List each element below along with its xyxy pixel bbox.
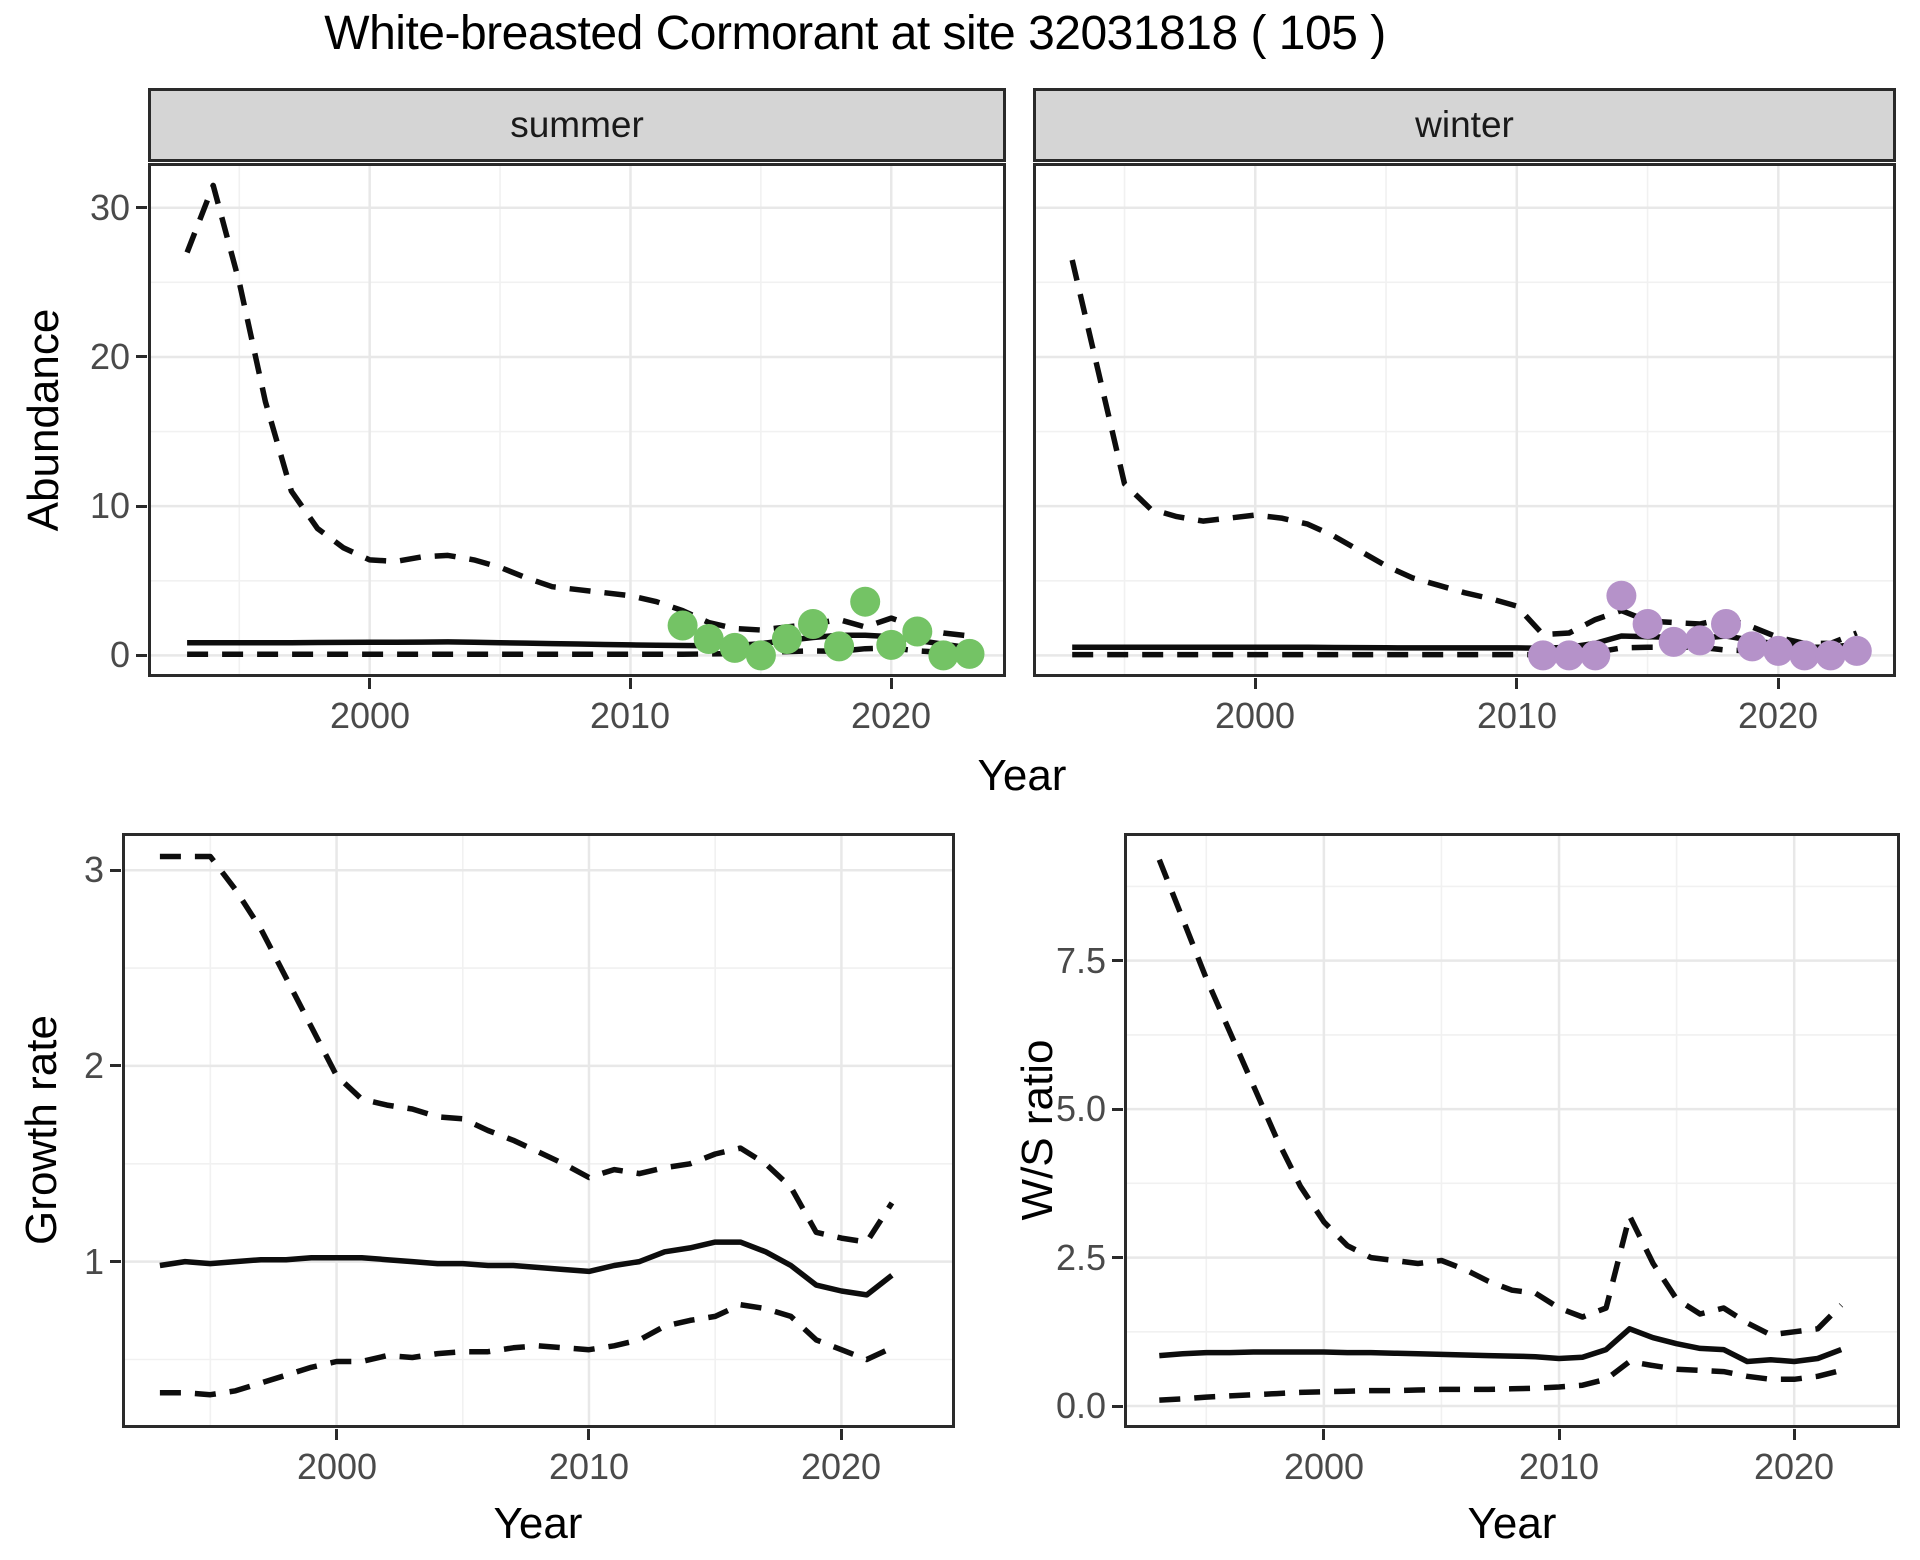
- y-tick-label-2.5-ws-ratio: 2.5: [1055, 1237, 1106, 1278]
- facet-strip-summer-label: summer: [510, 104, 644, 145]
- x-axis-title-year-growth: Year: [493, 1499, 583, 1548]
- y-tick-mark-30-abundance-summer: [136, 206, 147, 209]
- panel-growth-rate: [122, 833, 955, 1428]
- y-axis-title-growth-rate: Growth rate: [17, 1015, 66, 1245]
- panel-abundance-summer: [148, 163, 1006, 677]
- x-tick-mark-2010-abundance-summer: [629, 678, 632, 689]
- data-point-observed-summer: [850, 586, 881, 617]
- data-point-observed-summer: [798, 609, 828, 639]
- series-lower-95ci-abundance-summer: [187, 645, 970, 658]
- y-tick-label-0-abundance-summer: 0: [109, 634, 130, 675]
- y-tick-mark-1-growth-rate: [110, 1260, 121, 1263]
- data-point-observed-winter: [1815, 640, 1846, 671]
- data-point-observed-winter: [1684, 625, 1715, 656]
- x-tick-mark-2010-ws-ratio: [1558, 1429, 1561, 1440]
- x-tick-label-2020-abundance-summer: 2020: [850, 695, 932, 736]
- data-point-observed-winter: [1711, 609, 1741, 639]
- data-point-observed-summer: [902, 616, 933, 647]
- data-point-observed-summer: [876, 629, 907, 660]
- x-tick-label-2020-ws-ratio: 2020: [1753, 1446, 1835, 1487]
- y-tick-mark-3-growth-rate: [110, 869, 121, 872]
- data-point-observed-winter: [1841, 635, 1872, 666]
- x-tick-label-2000-abundance-winter: 2000: [1214, 695, 1296, 736]
- y-tick-mark-7.5-ws-ratio: [1112, 959, 1123, 962]
- y-tick-label-2-growth-rate: 2: [83, 1045, 104, 1086]
- x-tick-mark-2010-growth-rate: [587, 1429, 590, 1440]
- data-point-observed-summer: [824, 631, 855, 662]
- x-tick-label-2020-abundance-winter: 2020: [1737, 695, 1819, 736]
- y-tick-mark-10-abundance-summer: [136, 505, 147, 508]
- data-point-observed-summer: [954, 638, 985, 669]
- series-lower-95ci-abundance-winter: [1072, 644, 1858, 658]
- x-tick-label-2020-growth-rate: 2020: [800, 1446, 882, 1487]
- y-tick-mark-20-abundance-summer: [136, 355, 147, 358]
- y-tick-label-3-growth-rate: 3: [83, 849, 104, 890]
- x-tick-label-2010-growth-rate: 2010: [548, 1446, 630, 1487]
- series-lower-95ci-growth-rate: [159, 1301, 894, 1398]
- x-axis-title-year-ws: Year: [1467, 1499, 1557, 1548]
- x-tick-mark-2000-abundance-summer: [368, 678, 371, 689]
- data-point-observed-winter: [1789, 640, 1820, 671]
- data-point-observed-winter: [1737, 631, 1768, 662]
- y-tick-mark-2.5-ws-ratio: [1112, 1256, 1123, 1259]
- x-tick-label-2000-abundance-summer: 2000: [329, 695, 411, 736]
- panel-abundance-winter: [1033, 163, 1896, 677]
- data-point-observed-summer: [771, 624, 802, 654]
- data-point-observed-summer: [928, 640, 959, 671]
- facet-strip-winter: winter: [1033, 88, 1896, 162]
- x-tick-mark-2000-ws-ratio: [1322, 1429, 1325, 1440]
- series-lower-95ci-ws-ratio: [1159, 1358, 1842, 1403]
- series-upper-95ci-abundance-summer: [184, 182, 970, 639]
- panel-ws-ratio: [1124, 833, 1900, 1428]
- data-point-observed-winter: [1528, 640, 1558, 671]
- data-point-observed-summer: [719, 632, 750, 663]
- data-point-observed-summer: [693, 624, 724, 654]
- facet-strip-summer: summer: [148, 88, 1006, 162]
- y-tick-label-30-abundance-summer: 30: [89, 187, 130, 228]
- data-point-observed-winter: [1763, 635, 1794, 666]
- data-point-observed-winter: [1658, 626, 1689, 657]
- series-median-ws-ratio: [1159, 1326, 1843, 1365]
- y-tick-label-7.5-ws-ratio: 7.5: [1055, 940, 1106, 981]
- x-tick-label-2010-abundance-summer: 2010: [589, 695, 671, 736]
- data-point-observed-winter: [1632, 609, 1663, 639]
- x-tick-label-2000-ws-ratio: 2000: [1283, 1446, 1365, 1487]
- x-axis-title-year-top: Year: [977, 751, 1067, 800]
- x-tick-mark-2020-abundance-winter: [1777, 678, 1780, 689]
- y-tick-label-10-abundance-summer: 10: [89, 485, 130, 526]
- x-tick-mark-2000-growth-rate: [335, 1429, 338, 1440]
- y-tick-mark-0-abundance-summer: [136, 654, 147, 657]
- series-upper-95ci-growth-rate: [159, 853, 895, 1245]
- x-tick-label-2010-abundance-winter: 2010: [1476, 695, 1558, 736]
- y-tick-mark-2-growth-rate: [110, 1064, 121, 1067]
- x-tick-mark-2000-abundance-winter: [1254, 678, 1257, 689]
- facet-strip-winter-label: winter: [1415, 104, 1514, 145]
- data-point-observed-winter: [1554, 640, 1585, 671]
- x-tick-label-2000-growth-rate: 2000: [296, 1446, 378, 1487]
- figure-title: White-breasted Cormorant at site 3203181…: [324, 7, 1386, 60]
- y-tick-mark-0-ws-ratio: [1112, 1405, 1123, 1408]
- y-tick-mark-5-ws-ratio: [1112, 1108, 1123, 1111]
- x-tick-mark-2020-abundance-summer: [890, 678, 893, 689]
- y-tick-label-20-abundance-summer: 20: [89, 336, 130, 377]
- y-tick-label-0-ws-ratio: 0.0: [1055, 1385, 1106, 1426]
- x-tick-label-2010-ws-ratio: 2010: [1518, 1446, 1600, 1487]
- data-point-observed-summer: [745, 640, 776, 671]
- series-median-growth-rate: [159, 1239, 894, 1298]
- x-tick-mark-2020-growth-rate: [840, 1429, 843, 1440]
- data-point-observed-summer: [667, 610, 698, 641]
- y-tick-label-5-ws-ratio: 5.0: [1055, 1088, 1106, 1129]
- y-axis-title-ws-ratio: W/S ratio: [1013, 1039, 1062, 1221]
- x-tick-mark-2010-abundance-winter: [1515, 678, 1518, 689]
- data-point-observed-winter: [1606, 580, 1637, 611]
- y-tick-label-1-growth-rate: 1: [83, 1241, 104, 1282]
- y-axis-title-abundance: Abundance: [19, 308, 68, 532]
- data-point-observed-winter: [1580, 640, 1611, 671]
- x-tick-mark-2020-ws-ratio: [1793, 1429, 1796, 1440]
- series-upper-95ci-ws-ratio: [1156, 858, 1844, 1338]
